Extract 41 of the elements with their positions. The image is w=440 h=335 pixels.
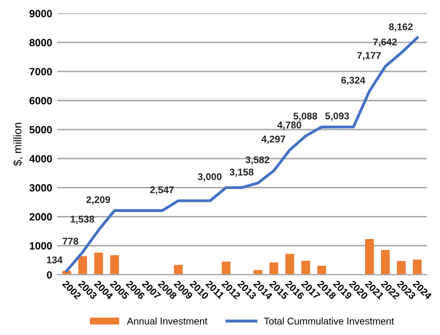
data-label: 3,582	[246, 156, 270, 165]
data-label: 4,780	[277, 122, 302, 130]
data-label: 8,162	[389, 23, 413, 32]
bar	[110, 255, 119, 275]
data-label: 3,158	[230, 168, 254, 177]
bar	[94, 252, 103, 275]
data-label: 6,324	[341, 76, 366, 86]
y-tick-label: 0	[46, 271, 52, 279]
y-tick-label: 6000	[30, 97, 52, 104]
bar	[317, 266, 326, 275]
data-label: 3,000	[198, 173, 222, 182]
data-label: 7,642	[373, 38, 397, 47]
bar	[381, 250, 390, 275]
legend-label: Annual Investment	[126, 317, 208, 325]
data-label: 2,547	[150, 186, 174, 195]
y-tick-label: 7000	[30, 68, 52, 76]
bar	[78, 256, 88, 275]
bar	[365, 238, 374, 275]
data-label: 1,538	[70, 216, 94, 224]
bar	[396, 261, 406, 275]
data-label: 778	[62, 238, 78, 245]
y-tick-label: 5000	[29, 126, 52, 134]
y-tick-label: 4000	[29, 155, 52, 162]
data-label: 5,088	[293, 112, 318, 121]
bar	[301, 260, 310, 275]
y-tick-label: 2000	[30, 213, 52, 221]
data-label: 134	[46, 256, 63, 264]
data-label: 4,297	[261, 136, 286, 144]
bar	[269, 262, 278, 275]
data-label: 2,209	[86, 196, 110, 204]
y-tick-label: 8000	[30, 38, 52, 46]
legend-label: Total Cummulative Investment	[264, 317, 394, 325]
bar	[222, 262, 230, 275]
data-label: 5,093	[325, 112, 349, 121]
bar	[285, 254, 294, 275]
y-tick-label: 1000	[30, 242, 52, 250]
y-tick-label: 3000	[29, 184, 52, 192]
bar	[412, 260, 422, 275]
y-tick-label: 9000	[30, 10, 52, 18]
y-axis-title: $, million	[13, 122, 23, 166]
data-label: 7,177	[357, 52, 381, 60]
